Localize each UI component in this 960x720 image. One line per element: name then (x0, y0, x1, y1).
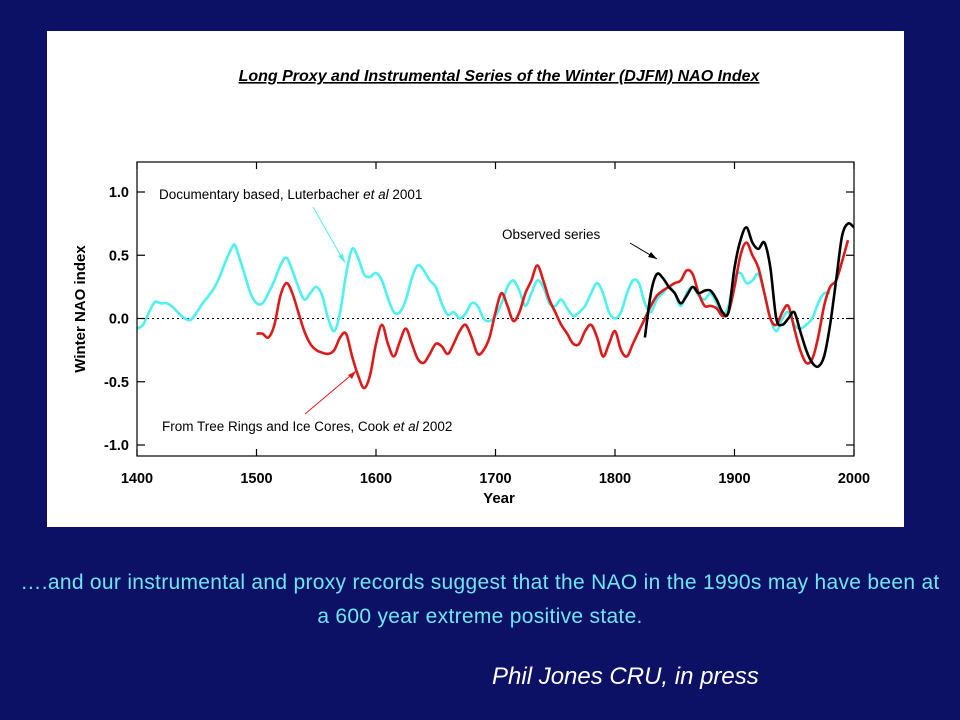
annotation-tree-rings-pointer (304, 370, 357, 415)
annotation-documentary-pointer (312, 206, 346, 264)
slide-caption: ….and our instrumental and proxy records… (20, 571, 940, 628)
chart-title: Long Proxy and Instrumental Series of th… (239, 68, 761, 85)
annotation-observed: Observed series (502, 227, 658, 260)
nao-chart: Long Proxy and Instrumental Series of th… (72, 68, 870, 507)
y-tick-label: -1.0 (104, 438, 129, 454)
annotation-observed-arrowhead (648, 252, 657, 259)
tick-layer: 1400 1500 1600 1700 1800 1900 2000 -1.0 -0.5 0.0 0… (104, 162, 870, 487)
annotation-documentary-text: Documentary based, Luterbacher et al 200… (159, 187, 422, 202)
annotation-tree-rings-arrowhead (348, 371, 356, 379)
y-axis-label: Winter NAO index (72, 245, 89, 373)
y-tick-label: -0.5 (104, 375, 129, 391)
slide-byline: Phil Jones CRU, in press (492, 663, 759, 690)
annotation-observed-text: Observed series (502, 227, 601, 242)
x-tick-label: 1600 (360, 471, 392, 487)
x-tick-label: 1800 (599, 471, 631, 487)
x-tick-label: 1400 (121, 471, 153, 487)
series-tree-rings-line (256, 239, 850, 390)
annotation-tree-rings-text: From Tree Rings and Ice Cores, Cook et a… (162, 419, 452, 434)
chart-panel: Long Proxy and Instrumental Series of th… (47, 31, 904, 527)
y-tick-label: 0.5 (109, 248, 129, 264)
y-tick-label: 0.0 (109, 312, 129, 328)
series-documentary-line (136, 242, 831, 333)
x-tick-label: 1500 (240, 471, 272, 487)
annotation-documentary: Documentary based, Luterbacher et al 200… (159, 187, 422, 264)
annotation-documentary-arrowhead (338, 254, 345, 263)
x-tick-label: 1700 (479, 471, 511, 487)
x-tick-label: 2000 (838, 471, 870, 487)
annotation-tree-rings: From Tree Rings and Ice Cores, Cook et a… (162, 370, 452, 434)
series-observed-line (643, 222, 855, 369)
x-tick-label: 1900 (718, 471, 750, 487)
series-layer (136, 222, 855, 390)
y-tick-label: 1.0 (109, 185, 129, 201)
x-axis-label: Year (483, 490, 515, 507)
